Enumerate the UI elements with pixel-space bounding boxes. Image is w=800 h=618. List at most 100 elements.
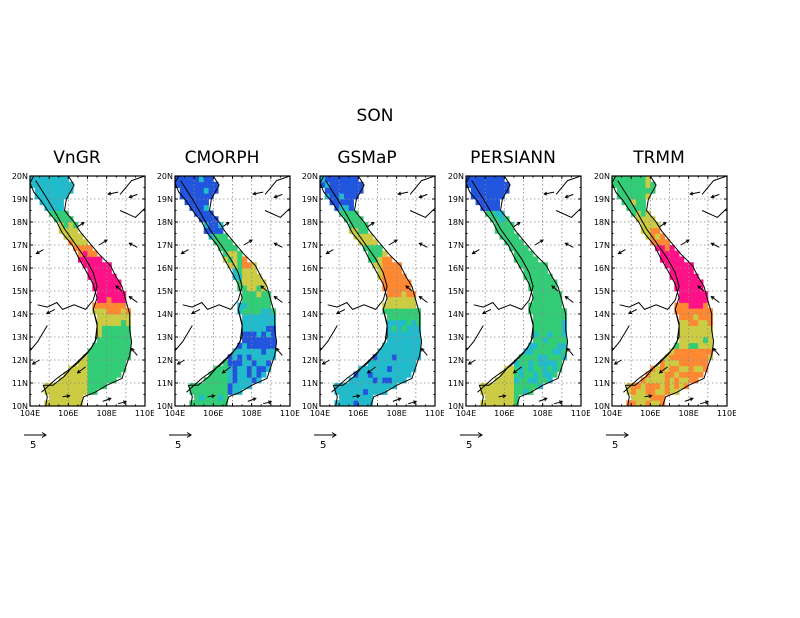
wind-arrow	[253, 191, 264, 195]
wind-arrow	[565, 242, 574, 248]
lon-tick-label: 108E	[533, 409, 553, 418]
map-panel-vngr: VnGR 20N 19N 18N 17N 16N 15N 14N 13N 12N 11N 10N 104…	[0, 144, 154, 454]
lon-tick-label: 108E	[387, 409, 407, 418]
panel-title: VnGR	[53, 148, 101, 168]
wind-arrow	[32, 359, 40, 365]
lon-tick-label: 104E	[20, 409, 40, 418]
map-panel-persiann: PERSIANN 20N 19N 18N 17N 16N 15N 14N 13N 12N 11N 10…	[436, 144, 590, 454]
wind-arrow	[554, 401, 563, 405]
wind-arrow	[36, 249, 44, 255]
wind-arrow	[565, 296, 574, 303]
wind-arrow	[222, 366, 231, 374]
reference-vector	[606, 432, 629, 438]
rainfall-grid	[320, 176, 422, 406]
wind-arrow	[392, 397, 402, 402]
wind-arrow	[367, 222, 375, 228]
lat-tick-label: 19N	[12, 195, 28, 204]
lat-tick-label: 14N	[594, 310, 610, 319]
rainfall-grid	[30, 176, 132, 406]
wind-arrow	[419, 242, 428, 248]
wind-arrow	[618, 249, 626, 255]
panel-title: CMORPH	[184, 148, 260, 168]
wind-arrow	[498, 395, 506, 398]
wind-arrow	[551, 285, 559, 292]
lat-tick-label: 11N	[157, 379, 173, 388]
lat-tick-label: 19N	[157, 195, 173, 204]
wind-arrow	[263, 401, 272, 405]
map-panel-cmorph: CMORPH 20N 19N 18N 17N 16N 15N 14N 13N 12N 11N 10N 1…	[145, 144, 299, 454]
lat-tick-label: 10N	[302, 402, 318, 411]
lat-tick-label: 17N	[448, 241, 464, 250]
lat-tick-label: 13N	[12, 333, 28, 342]
lon-tick-label: 108E	[679, 409, 699, 418]
wind-arrow	[420, 348, 428, 356]
lat-tick-label: 16N	[302, 264, 318, 273]
wind-arrow	[659, 366, 668, 374]
reference-vector-label: 5	[320, 440, 326, 451]
wind-arrow	[388, 239, 398, 246]
wind-arrow	[62, 395, 70, 398]
map-panel-trmm: TRMM 20N 19N 18N 17N 16N 15N 14N 13N 12N 11N 10N 104…	[582, 144, 736, 454]
lat-tick-label: 15N	[594, 287, 610, 296]
reference-vector	[314, 432, 337, 438]
lat-tick-label: 14N	[157, 310, 173, 319]
rainfall-grid	[466, 176, 568, 406]
wind-arrow	[712, 348, 720, 356]
wind-vectors	[31, 191, 138, 405]
lat-tick-label: 10N	[12, 402, 28, 411]
wind-arrow	[274, 296, 283, 303]
wind-vectors	[321, 191, 428, 405]
lat-tick-label: 13N	[302, 333, 318, 342]
lat-tick-label: 17N	[12, 241, 28, 250]
lon-tick-label: 106E	[640, 409, 660, 418]
reference-vector	[24, 432, 47, 438]
wind-arrow	[247, 397, 257, 402]
reference-vector-label: 5	[30, 440, 36, 451]
lat-tick-label: 16N	[12, 264, 28, 273]
lon-tick-label: 110E	[280, 409, 299, 418]
lat-tick-label: 20N	[302, 172, 318, 181]
wind-arrow	[275, 348, 283, 356]
lon-tick-label: 104E	[310, 409, 330, 418]
lat-tick-label: 11N	[302, 379, 318, 388]
wind-arrow	[46, 308, 56, 314]
lat-tick-label: 19N	[448, 195, 464, 204]
wind-arrow	[513, 222, 521, 228]
lon-tick-label: 110E	[425, 409, 444, 418]
wind-arrow	[115, 285, 123, 292]
coastline	[30, 176, 145, 406]
panel-title: GSMaP	[337, 148, 397, 168]
wind-arrow	[513, 366, 522, 374]
lat-tick-label: 18N	[12, 218, 28, 227]
graticule	[320, 176, 435, 406]
wind-arrow	[222, 222, 230, 228]
wind-arrow	[118, 401, 127, 405]
lon-tick-label: 110E	[135, 409, 154, 418]
lat-tick-label: 11N	[448, 379, 464, 388]
wind-arrow	[102, 397, 112, 402]
lat-tick-label: 12N	[302, 356, 318, 365]
lat-tick-label: 15N	[157, 287, 173, 296]
lat-tick-label: 10N	[594, 402, 610, 411]
wind-arrow	[274, 193, 283, 198]
wind-arrow	[659, 222, 667, 228]
lat-tick-label: 13N	[594, 333, 610, 342]
wind-vectors	[176, 191, 283, 405]
wind-arrow	[352, 395, 360, 398]
lat-tick-label: 12N	[12, 356, 28, 365]
lon-tick-label: 110E	[717, 409, 736, 418]
panel-title: PERSIANN	[470, 148, 556, 168]
lat-tick-label: 11N	[12, 379, 28, 388]
wind-arrow	[697, 285, 705, 292]
lat-tick-label: 12N	[157, 356, 173, 365]
wind-arrow	[565, 193, 574, 198]
graticule	[466, 176, 581, 406]
lat-tick-label: 13N	[448, 333, 464, 342]
lat-tick-label: 15N	[302, 287, 318, 296]
wind-arrow	[177, 359, 185, 365]
wind-arrow	[243, 239, 253, 246]
lon-tick-label: 104E	[456, 409, 476, 418]
wind-arrow	[690, 191, 701, 195]
map-panel-gsmap: GSMaP 20N 19N 18N 17N 16N 15N 14N 13N 12N 11N 10N 10…	[290, 144, 444, 454]
